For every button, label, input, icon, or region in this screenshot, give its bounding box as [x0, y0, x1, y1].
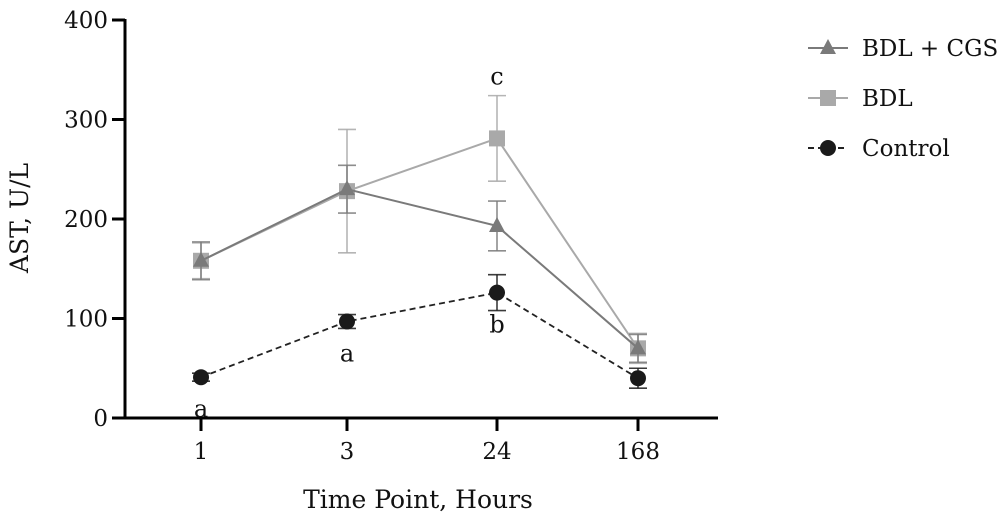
y-tick-label: 300 — [64, 108, 108, 134]
legend-label: Control — [862, 136, 950, 162]
data-point — [489, 216, 505, 232]
data-point — [630, 339, 646, 355]
data-point — [489, 284, 505, 301]
series-bdl — [192, 94, 647, 365]
x-tick-label: 168 — [616, 439, 660, 465]
data-point — [193, 251, 209, 267]
annotation-label: a — [340, 339, 354, 367]
series-line — [200, 291, 639, 379]
legend-marker — [820, 39, 836, 54]
data-point — [630, 370, 646, 387]
series-line — [200, 137, 639, 349]
legend-item: Control — [808, 136, 950, 162]
annotation-label: c — [490, 63, 503, 91]
legend: BDL + CGS BDL Control — [808, 36, 998, 162]
y-axis-title: AST, U/L — [5, 163, 34, 274]
annotation-label: b — [489, 311, 504, 339]
series-line — [200, 188, 639, 350]
y-tick-label: 200 — [64, 207, 108, 233]
data-point — [339, 313, 355, 330]
legend-marker — [820, 140, 836, 156]
data-point — [193, 369, 209, 386]
legend-item: BDL — [808, 86, 913, 112]
x-tick-label: 24 — [482, 439, 511, 465]
legend-item: BDL + CGS — [808, 36, 998, 62]
x-tick-label: 3 — [340, 439, 355, 465]
data-point — [339, 180, 355, 196]
legend-marker — [820, 90, 836, 106]
x-tick-label: 1 — [194, 439, 209, 465]
series-control — [192, 273, 647, 389]
legend-label: BDL + CGS — [862, 36, 998, 62]
x-axis-title: Time Point, Hours — [303, 485, 533, 514]
legend-label: BDL — [862, 86, 913, 112]
annotation-label: a — [194, 395, 208, 423]
y-tick-label: 400 — [64, 8, 108, 34]
y-tick-label: 0 — [93, 406, 108, 432]
annotations-layer: a a b c — [194, 63, 505, 424]
series-layer — [192, 94, 647, 389]
data-point — [489, 130, 505, 147]
series-bdl-cgs — [192, 164, 647, 364]
axes: 0 100 200 300 400 1 3 24 168 — [64, 8, 718, 465]
y-tick-label: 100 — [64, 307, 108, 333]
